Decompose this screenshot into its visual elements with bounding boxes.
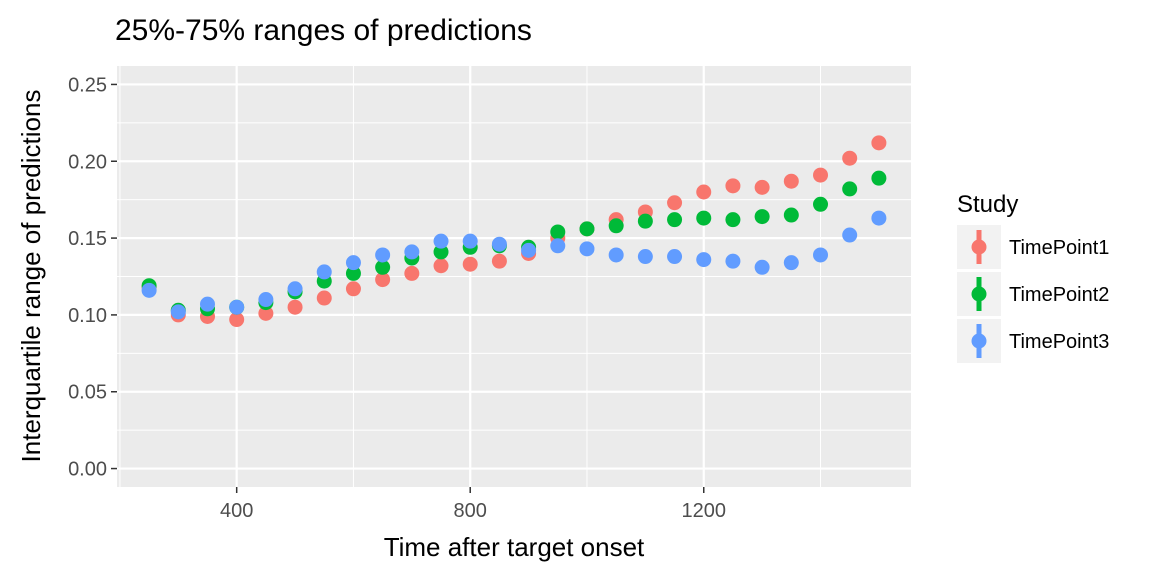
data-point [667,195,683,211]
data-point [491,236,507,252]
data-point [813,196,829,212]
data-point [258,305,274,321]
y-tick-label: 0.25 [68,74,107,96]
data-point [637,249,653,265]
data-point [842,150,858,166]
data-point [813,167,829,183]
data-point [375,247,391,263]
data-point [579,221,595,237]
data-point [316,290,332,306]
data-point [345,281,361,297]
data-point [696,252,712,268]
series-timepoint3 [141,210,887,320]
data-point [579,241,595,257]
y-tick-label: 0.10 [68,305,107,327]
x-tick-label: 400 [220,500,253,522]
data-point [229,299,245,315]
data-point [871,210,887,226]
data-point [229,312,245,328]
y-tick-label: 0.00 [68,459,107,481]
legend-key-point [971,333,987,349]
legend-title: Study [957,191,1018,218]
data-point [754,209,770,225]
data-point [345,265,361,281]
data-point [608,218,624,234]
data-point [345,255,361,271]
data-point [258,292,274,308]
x-axis: 400 800 1200 [220,487,726,522]
data-point [433,233,449,249]
data-point [754,259,770,275]
legend-item: TimePoint1 [957,225,1109,269]
data-point [404,244,420,260]
data-points [141,135,887,328]
data-point [287,299,303,315]
y-tick-label: 0.20 [68,151,107,173]
data-point [550,224,566,240]
data-point [170,304,186,320]
legend: Study TimePoint1 TimePoint2 TimePoint3 [957,191,1109,363]
data-point [871,135,887,151]
data-point [141,282,157,298]
data-point [375,272,391,288]
data-point [491,253,507,269]
data-point [462,233,478,249]
legend-item: TimePoint2 [957,272,1109,316]
legend-key-point [971,286,987,302]
data-point [316,264,332,280]
legend-label: TimePoint3 [1009,331,1109,353]
data-point [433,258,449,274]
grid-lines [117,66,911,487]
data-point [754,179,770,195]
data-point [608,247,624,263]
y-tick-label: 0.05 [68,382,107,404]
data-point [696,184,712,200]
data-point [404,265,420,281]
data-point [871,170,887,186]
data-point [725,212,741,228]
data-point [550,238,566,254]
data-point [637,213,653,229]
data-point [842,227,858,243]
data-point [462,256,478,272]
x-tick-label: 1200 [681,500,726,522]
x-tick-label: 800 [454,500,487,522]
data-point [199,296,215,312]
legend-key-point [971,239,987,255]
x-axis-title: Time after target onset [384,532,645,562]
y-axis: 0.00 0.05 0.10 0.15 0.20 0.25 [68,74,117,481]
data-point [521,242,537,258]
legend-label: TimePoint2 [1009,284,1109,306]
data-point [813,247,829,263]
legend-item: TimePoint3 [957,319,1109,363]
data-point [287,281,303,297]
data-point [433,244,449,260]
data-point [725,253,741,269]
data-point [667,212,683,228]
data-point [667,249,683,265]
data-point [783,255,799,271]
data-point [783,173,799,189]
chart-title: 25%-75% ranges of predictions [115,14,532,47]
y-axis-title: Interquartile range of predictions [16,90,46,463]
data-point [696,210,712,226]
data-point [725,178,741,194]
y-tick-label: 0.15 [68,228,107,250]
data-point [783,207,799,223]
data-point [842,181,858,197]
data-point [375,259,391,275]
legend-label: TimePoint1 [1009,237,1109,259]
